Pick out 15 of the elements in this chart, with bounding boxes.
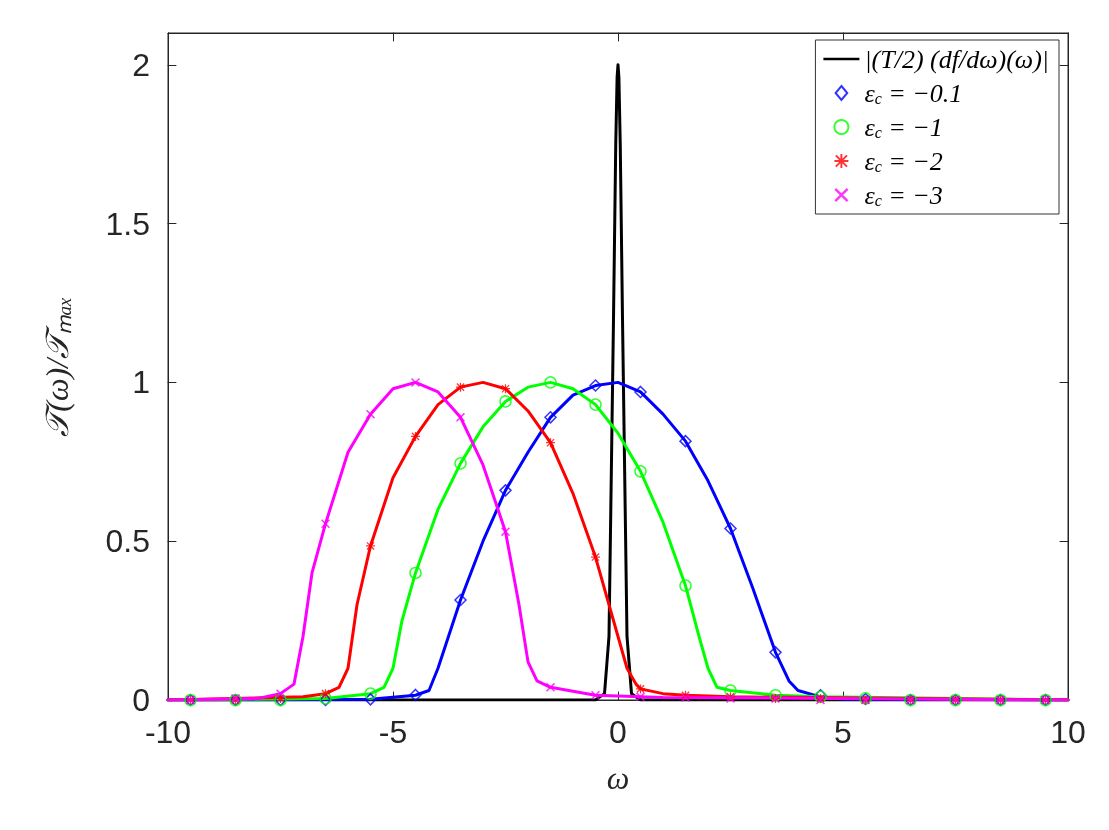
legend-label: εc = −3 (864, 180, 943, 210)
x-tick-label: 5 (834, 714, 852, 750)
y-axis-title: 𝒯(ω)/𝒯ₘₐₓ (39, 296, 75, 437)
legend-label: εc = −1 (864, 112, 943, 142)
y-tick-label: 1 (132, 364, 150, 401)
legend-label: εc = −0.1 (864, 78, 963, 108)
legend-label: |(T/2) (df/dω)(ω)| (864, 44, 1049, 74)
y-tick-label: 0.5 (105, 523, 150, 560)
x-axis-title: ω (606, 760, 630, 796)
legend-label: εc = −2 (864, 146, 943, 176)
y-tick-label: 2 (132, 46, 150, 83)
x-tick-label: -5 (378, 714, 408, 750)
x-tick-label: 0 (609, 714, 627, 750)
y-tick-label: 1.5 (105, 205, 150, 242)
x-tick-label: 10 (1050, 714, 1086, 750)
